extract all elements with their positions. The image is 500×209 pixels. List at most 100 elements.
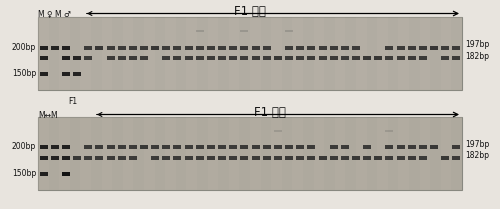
Bar — [207, 156, 215, 161]
Bar — [409, 17, 420, 90]
Bar — [386, 46, 394, 50]
Bar — [38, 17, 462, 90]
Bar — [296, 56, 304, 60]
Bar — [184, 145, 192, 149]
Bar — [102, 117, 112, 190]
Bar — [408, 56, 416, 60]
Bar — [62, 145, 70, 149]
Bar — [140, 56, 148, 60]
Bar — [366, 17, 377, 90]
Bar — [274, 145, 282, 149]
Bar — [207, 56, 215, 60]
Bar — [102, 17, 112, 90]
Bar — [73, 73, 81, 76]
Bar — [218, 117, 229, 190]
Bar — [296, 145, 304, 149]
Bar — [330, 46, 338, 50]
Bar — [48, 117, 59, 190]
Bar — [262, 156, 271, 161]
Bar — [240, 46, 248, 50]
Bar — [207, 145, 215, 149]
Bar — [386, 56, 394, 60]
Bar — [96, 46, 104, 50]
Bar — [207, 46, 215, 50]
Bar — [318, 56, 326, 60]
Bar — [386, 156, 394, 161]
Bar — [73, 56, 81, 60]
Bar — [62, 156, 70, 161]
Bar — [240, 156, 248, 161]
Bar — [356, 17, 366, 90]
Bar — [186, 17, 197, 90]
Bar — [59, 17, 70, 90]
Bar — [396, 46, 404, 50]
Bar — [40, 73, 48, 76]
Bar — [218, 46, 226, 50]
Text: 182bp: 182bp — [465, 151, 489, 160]
Bar — [292, 17, 303, 90]
Bar — [441, 17, 452, 90]
Bar — [50, 156, 59, 161]
Bar — [129, 46, 137, 50]
Bar — [363, 145, 371, 149]
Bar — [296, 156, 304, 161]
Bar — [62, 56, 70, 60]
Bar — [324, 17, 335, 90]
Bar — [144, 117, 154, 190]
Bar — [62, 46, 70, 50]
Bar — [106, 156, 114, 161]
Bar — [452, 56, 460, 60]
Bar — [174, 46, 182, 50]
Bar — [398, 17, 409, 90]
Bar — [396, 145, 404, 149]
Bar — [229, 46, 237, 50]
Bar — [314, 17, 324, 90]
Bar — [134, 117, 144, 190]
Bar — [430, 145, 438, 149]
Bar — [186, 117, 197, 190]
Bar — [162, 46, 170, 50]
Bar — [330, 156, 338, 161]
Bar — [197, 17, 207, 90]
Bar — [229, 17, 239, 90]
Bar — [285, 30, 293, 32]
Bar — [112, 117, 123, 190]
Bar — [250, 117, 260, 190]
Bar — [80, 117, 91, 190]
Bar — [140, 46, 148, 50]
Bar — [38, 117, 48, 190]
Bar — [129, 156, 137, 161]
Bar — [285, 145, 293, 149]
Bar — [452, 117, 462, 190]
Bar — [196, 56, 204, 60]
Bar — [409, 117, 420, 190]
Bar — [50, 46, 59, 50]
Bar — [196, 30, 204, 32]
Bar — [292, 117, 303, 190]
Bar — [140, 145, 148, 149]
Bar — [162, 156, 170, 161]
Bar — [123, 17, 134, 90]
Bar — [70, 117, 80, 190]
Bar — [240, 56, 248, 60]
Bar — [377, 117, 388, 190]
Bar — [420, 17, 430, 90]
Bar — [296, 46, 304, 50]
Bar — [430, 117, 441, 190]
Bar — [197, 117, 207, 190]
Bar — [144, 17, 154, 90]
Bar — [73, 156, 81, 161]
Bar — [38, 117, 462, 190]
Bar — [218, 56, 226, 60]
Bar — [40, 172, 48, 176]
Bar — [386, 130, 394, 132]
Bar — [408, 145, 416, 149]
Bar — [174, 145, 182, 149]
Bar — [352, 56, 360, 60]
Bar — [341, 46, 349, 50]
Bar — [151, 46, 159, 50]
Bar — [352, 156, 360, 161]
Bar — [48, 17, 59, 90]
Bar — [335, 117, 345, 190]
Bar — [50, 145, 59, 149]
